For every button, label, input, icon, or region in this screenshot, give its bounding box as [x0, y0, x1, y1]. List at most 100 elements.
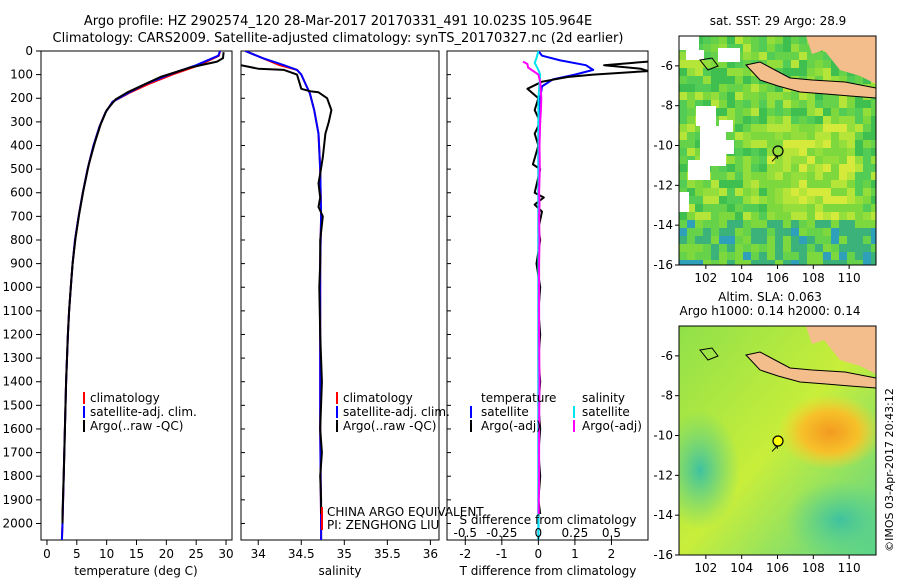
sst-pixel: [759, 204, 767, 212]
sst-pixel: [767, 116, 775, 124]
depth-tick-label: 1100: [2, 304, 33, 318]
sst-pixel: [871, 252, 876, 260]
sst-pixel: [871, 204, 876, 212]
sst-pixel: [719, 260, 727, 265]
sst-pixel: [847, 236, 855, 244]
sst-pixel: [775, 148, 783, 156]
sst-pixel: [831, 60, 839, 68]
legend-label: satellite-adj. clim.: [343, 405, 450, 419]
sst-pixel: [743, 132, 751, 140]
sst-pixel: [855, 108, 863, 116]
sst-pixel: [855, 244, 863, 252]
sst-pixel: [855, 76, 863, 84]
sst-pixel: [839, 68, 847, 76]
t-difference-axis-label: T difference from climatology: [459, 564, 637, 578]
sst-pixel: [687, 228, 695, 236]
sst-pixel: [687, 60, 695, 68]
map-y-tick-label: -6: [661, 349, 673, 363]
sst-pixel: [823, 180, 831, 188]
map-y-tick-label: -12: [653, 178, 673, 192]
sst-pixel: [767, 172, 775, 180]
sst-pixel: [775, 92, 783, 100]
sst-pixel: [711, 84, 719, 92]
legend-title-temperature: temperature: [481, 391, 556, 405]
map-x-tick-label: 104: [730, 271, 753, 285]
sst-pixel: [759, 252, 767, 260]
sst-pixel: [751, 76, 759, 84]
sst-pixel: [863, 116, 871, 124]
sst-pixel: [735, 180, 743, 188]
sst-pixel: [743, 260, 751, 265]
sst-pixel: [847, 156, 855, 164]
sst-pixel: [823, 60, 831, 68]
sst-pixel: [727, 100, 735, 108]
sst-pixel: [839, 236, 847, 244]
sst-pixel: [839, 140, 847, 148]
sst-pixel: [679, 76, 687, 84]
sst-pixel: [695, 204, 703, 212]
sst-pixel: [695, 196, 703, 204]
sst-pixel: [703, 52, 711, 60]
sst-pixel: [743, 212, 751, 220]
sst-pixel: [839, 76, 847, 84]
sst-pixel: [815, 100, 823, 108]
sst-pixel: [727, 252, 735, 260]
sst-pixel: [823, 244, 831, 252]
sst-pixel: [847, 244, 855, 252]
sst-pixel: [695, 212, 703, 220]
sst-pixel: [727, 172, 735, 180]
sst-pixel: [775, 244, 783, 252]
sst-pixel: [711, 204, 719, 212]
legend-label: climatology: [343, 391, 413, 405]
depth-tick-label: 600: [10, 186, 33, 200]
sst-pixel: [815, 196, 823, 204]
sst-pixel: [711, 252, 719, 260]
sst-pixel: [703, 188, 711, 196]
temperature-panel-frame: [40, 50, 233, 541]
sst-pixel: [767, 180, 775, 188]
sst-pixel: [855, 172, 863, 180]
temperature-series: [60, 51, 225, 540]
legend-label: climatology: [90, 391, 160, 405]
sst-pixel: [839, 220, 847, 228]
sst-pixel: [743, 116, 751, 124]
sst-pixel: [831, 228, 839, 236]
sst-pixel: [855, 188, 863, 196]
sst-pixel: [815, 188, 823, 196]
sst-pixel: [727, 156, 735, 164]
sst-pixel: [719, 92, 727, 100]
sst-pixel: [807, 92, 815, 100]
sst-pixel: [679, 164, 687, 172]
sst-pixel: [743, 228, 751, 236]
series-line-argo-raw-qc-: [241, 64, 333, 514]
sst-pixel: [831, 260, 839, 265]
sst-pixel: [783, 108, 791, 116]
sst-pixel: [687, 68, 695, 76]
sst-pixel: [695, 244, 703, 252]
sst-pixel: [783, 236, 791, 244]
sst-pixel: [687, 108, 695, 116]
map-x-tick-label: 104: [730, 561, 753, 575]
sst-pixel: [791, 52, 799, 60]
sst-pixel: [847, 108, 855, 116]
sst-pixel: [871, 108, 876, 116]
sst-pixel: [815, 132, 823, 140]
sst-pixel: [839, 92, 847, 100]
map-y-tick-label: -6: [661, 59, 673, 73]
sst-pixel: [799, 164, 807, 172]
sst-pixel: [743, 76, 751, 84]
sst-pixel: [679, 132, 687, 140]
sst-pixel: [831, 180, 839, 188]
sst-pixel: [743, 220, 751, 228]
sst-pixel: [871, 124, 876, 132]
sst-pixel: [759, 100, 767, 108]
x-tick-label: 35: [337, 547, 352, 561]
sla-profile-marker: [772, 435, 784, 447]
sst-pixel: [783, 228, 791, 236]
sst-pixel: [727, 204, 735, 212]
sst-pixel: [711, 188, 719, 196]
sst-pixel: [783, 52, 791, 60]
sst-pixel: [727, 220, 735, 228]
sst-pixel: [855, 124, 863, 132]
